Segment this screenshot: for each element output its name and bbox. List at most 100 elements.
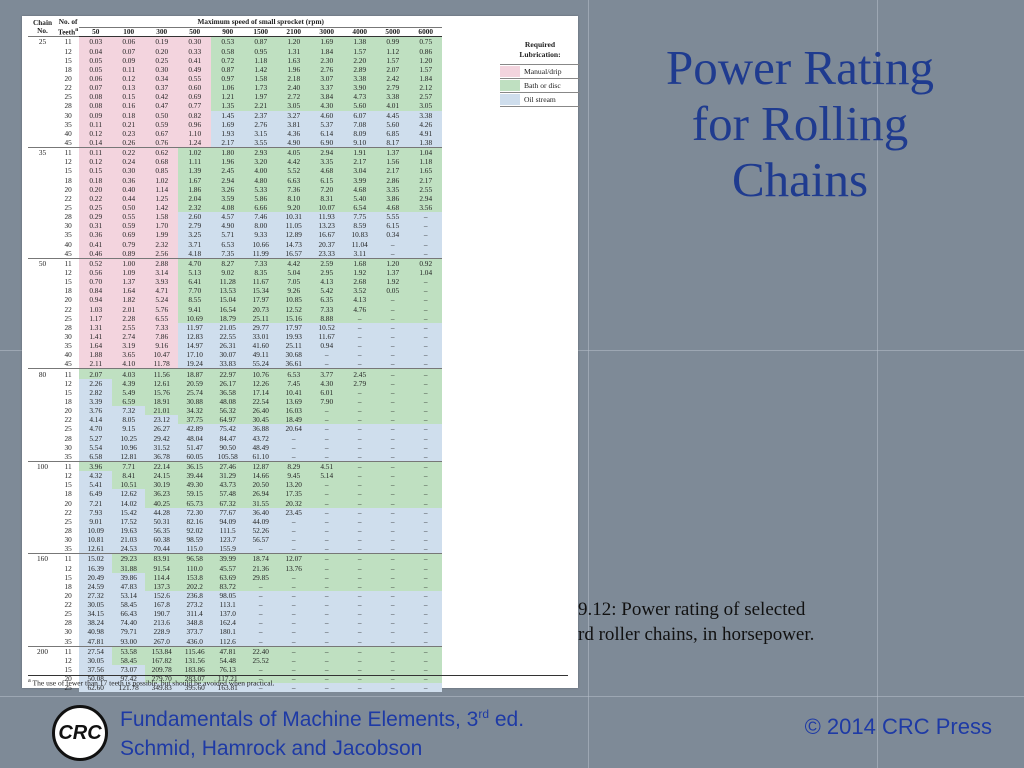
legend-oil-stream: Oil stream	[500, 92, 580, 107]
power-cell: 3.07	[310, 73, 344, 84]
power-cell: –	[310, 498, 344, 508]
power-cell: 1.86	[178, 184, 212, 194]
power-cell: 3.38	[376, 92, 410, 102]
power-cell: –	[376, 350, 410, 360]
power-cell: 5.33	[244, 184, 278, 194]
power-cell: 51.47	[178, 442, 212, 452]
power-cell: 3.86	[376, 193, 410, 203]
teeth-cell: 25	[64, 92, 72, 102]
power-cell: –	[409, 516, 443, 526]
chain-number-cell: 25	[38, 37, 47, 47]
header-speed: 900	[211, 27, 245, 38]
power-cell: 24.53	[112, 544, 146, 554]
power-cell: 0.12	[112, 73, 146, 84]
power-cell: –	[409, 655, 443, 665]
table-footnote: a The use of fewer than 17 teeth is poss…	[28, 675, 568, 688]
power-cell: 49.30	[178, 480, 212, 490]
power-cell: –	[376, 674, 410, 684]
power-cell: –	[376, 553, 410, 564]
power-cell: 4.51	[310, 460, 344, 472]
power-cell: 3.38	[409, 110, 443, 120]
chain-number-cell	[28, 120, 57, 129]
power-cell: 4.68	[376, 202, 410, 213]
power-cell: 92.02	[178, 525, 212, 536]
power-cell: –	[376, 433, 410, 443]
power-cell: –	[277, 544, 311, 554]
teeth-cell: 12	[64, 655, 72, 665]
power-cell: 2.45	[211, 166, 245, 176]
power-cell: 0.23	[112, 128, 146, 138]
power-cell: 1.03	[79, 304, 113, 314]
power-cell: –	[343, 636, 377, 647]
table-row: 28 10.09 19.63 56.35 92.02 111.5 52.26– – – – –	[28, 525, 443, 536]
power-cell: –	[409, 590, 443, 600]
power-cell: 0.52	[79, 257, 113, 268]
power-cell: –	[376, 304, 410, 314]
power-cell: 5.41	[79, 480, 113, 490]
power-cell: 2.45	[343, 368, 377, 379]
power-cell: 30.68	[277, 350, 311, 360]
power-cell: 0.46	[79, 248, 113, 259]
power-cell: 0.49	[178, 64, 212, 74]
chain-number-cell	[28, 92, 57, 101]
power-cell: 3.38	[343, 73, 377, 84]
power-cell: 2.74	[112, 331, 146, 342]
power-cell: 2.26	[79, 378, 113, 388]
power-cell: –	[376, 590, 410, 600]
power-cell: –	[409, 221, 443, 231]
power-cell: –	[310, 507, 344, 517]
power-cell: –	[376, 581, 410, 591]
power-cell: 10.47	[145, 350, 179, 360]
power-cell: 3.93	[145, 277, 179, 287]
teeth-cell: 45	[64, 359, 72, 369]
power-cell: –	[310, 563, 344, 573]
power-cell: 4.90	[211, 221, 245, 231]
power-cell: 4.13	[310, 277, 344, 287]
header-speed: 3000	[310, 27, 344, 38]
table-row: 160 11 15.02 29.23 83.91 96.58 39.99 18.74 12.07…	[28, 553, 443, 564]
power-cell: 4.18	[178, 248, 212, 259]
chain-number-cell	[28, 221, 57, 230]
power-cell: 26.17	[211, 378, 245, 388]
power-cell: –	[343, 471, 377, 481]
power-cell: 48.08	[211, 396, 245, 407]
power-cell: 0.40	[112, 184, 146, 194]
power-cell: –	[409, 415, 443, 425]
power-cell: 0.34	[145, 73, 179, 84]
power-cell: 5.71	[211, 230, 245, 240]
teeth-cell: 18	[64, 64, 72, 74]
power-cell: –	[376, 295, 410, 305]
power-cell: 123.7	[211, 535, 245, 545]
power-cell: 2.94	[409, 193, 443, 203]
power-cell: –	[343, 451, 377, 462]
table-row: 12 0.12 0.24 0.68 1.11 1.96 3.20 4.42 3.35 2.17 1.…	[28, 157, 443, 167]
power-cell: 14.02	[112, 498, 146, 508]
power-cell: –	[409, 480, 443, 490]
power-cell: 3.56	[409, 202, 443, 213]
power-cell: 42.89	[178, 424, 212, 434]
power-cell: –	[343, 600, 377, 610]
power-cell: 57.48	[211, 489, 245, 499]
power-cell: 5.54	[79, 442, 113, 452]
teeth-cell: 12	[64, 46, 72, 56]
power-cell: 0.97	[211, 73, 245, 84]
power-cell: 2.86	[376, 175, 410, 185]
power-cell: 6.14	[310, 128, 344, 138]
power-cell: 73.07	[112, 664, 146, 675]
power-cell: 6.07	[343, 110, 377, 120]
power-cell: 0.11	[79, 147, 113, 158]
power-cell: 25.74	[178, 387, 212, 397]
power-cell: –	[244, 590, 278, 600]
power-cell: 7.05	[277, 277, 311, 287]
power-cell: –	[376, 636, 410, 647]
chain-number-cell	[28, 508, 57, 517]
table-row: 12 0.56 1.09 3.14 5.13 9.02 8.35 5.04 2.95 1.92 1.…	[28, 267, 443, 278]
power-cell: –	[409, 313, 443, 323]
teeth-cell: 11	[57, 147, 80, 158]
power-cell: 18.87	[178, 368, 212, 379]
chain-number-cell: 80	[28, 368, 57, 379]
power-cell: –	[376, 498, 410, 508]
power-cell: 0.14	[79, 137, 113, 148]
power-cell: 2.79	[178, 221, 212, 231]
power-cell: 96.58	[178, 553, 212, 564]
